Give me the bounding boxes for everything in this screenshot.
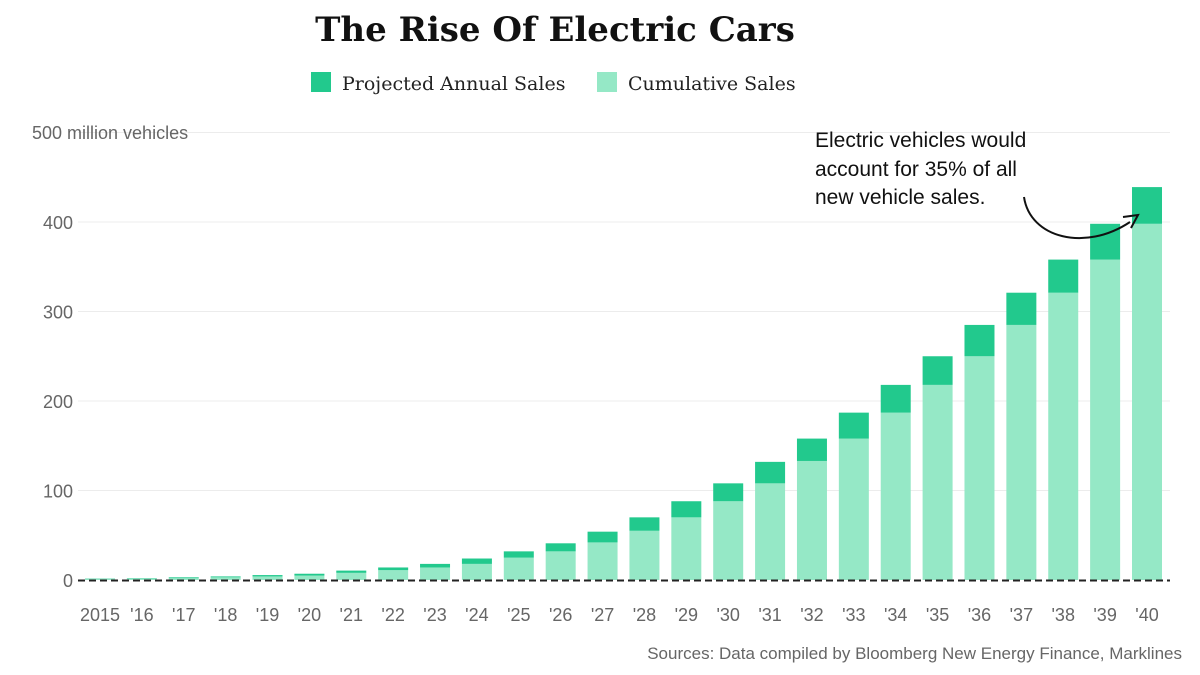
x-tick-label: '30 [716, 605, 739, 625]
x-tick-label: '16 [130, 605, 153, 625]
x-tick-label: '20 [298, 605, 321, 625]
bar-projected-annual-sales [503, 551, 534, 558]
bar-cumulative-sales [922, 384, 953, 580]
bar-cumulative-sales [378, 570, 409, 580]
bar-projected-annual-sales [545, 543, 576, 552]
bar-cumulative-sales [1090, 259, 1121, 580]
x-tick-label: '25 [507, 605, 530, 625]
bar-cumulative-sales [503, 557, 534, 580]
y-tick-label: 400 [43, 213, 73, 233]
bar-cumulative-sales [1048, 292, 1079, 580]
bar-projected-annual-sales [1006, 292, 1037, 325]
x-tick-label: '22 [381, 605, 404, 625]
chart-title: The Rise Of Electric Cars [315, 10, 795, 50]
bar-cumulative-sales [420, 567, 451, 580]
x-tick-label: '39 [1093, 605, 1116, 625]
bar-projected-annual-sales [1048, 259, 1079, 293]
y-tick-label: 100 [43, 482, 73, 502]
bar-cumulative-sales [294, 575, 325, 580]
x-tick-label: '31 [758, 605, 781, 625]
x-tick-label: '24 [465, 605, 488, 625]
x-tick-label: '17 [172, 605, 195, 625]
bar-cumulative-sales [210, 577, 241, 580]
legend-swatch-cumulative-sales [597, 72, 617, 92]
bar-cumulative-sales [713, 501, 744, 580]
bar-projected-annual-sales [587, 531, 618, 543]
y-tick-label: 300 [43, 303, 73, 323]
bar-cumulative-sales [252, 576, 283, 580]
legend-label-projected-annual-sales: Projected Annual Sales [342, 73, 565, 95]
x-tick-label: '32 [800, 605, 823, 625]
y-tick-label: 0 [63, 571, 73, 591]
x-tick-label: '38 [1052, 605, 1075, 625]
bar-cumulative-sales [461, 563, 492, 580]
x-tick-label: '18 [214, 605, 237, 625]
bar-cumulative-sales [796, 460, 827, 580]
bar-projected-annual-sales [461, 558, 492, 564]
x-tick-label: '27 [591, 605, 614, 625]
bar-cumulative-sales [838, 438, 869, 580]
bar-cumulative-sales [336, 572, 367, 580]
bar-projected-annual-sales [671, 501, 702, 518]
gridlines [78, 132, 1170, 491]
y-axis-ticks: 0 100 200 300 400 [43, 213, 73, 591]
bar-cumulative-sales [880, 412, 911, 580]
bar-cumulative-sales [964, 356, 995, 580]
bar-cumulative-sales [545, 551, 576, 580]
x-tick-label: '40 [1135, 605, 1158, 625]
legend-label-cumulative-sales: Cumulative Sales [628, 73, 796, 95]
x-tick-label: 2015 [80, 605, 120, 625]
x-axis-ticks: 2015 '16 '17 '18 '19 '20 '21 '22 '23 '24 '25 '26 '27… [80, 605, 1159, 625]
x-tick-label: '19 [256, 605, 279, 625]
x-tick-label: '21 [340, 605, 363, 625]
x-tick-label: '29 [675, 605, 698, 625]
annotation-arrow [1023, 196, 1131, 240]
x-tick-label: '23 [423, 605, 446, 625]
x-tick-label: '26 [549, 605, 572, 625]
legend: Projected Annual Sales Cumulative Sales [311, 72, 796, 95]
annotation-line-1: Electric vehicles would [815, 129, 1026, 152]
bar-cumulative-sales [587, 542, 618, 580]
bar-projected-annual-sales [294, 573, 325, 576]
bar-cumulative-sales [126, 578, 157, 580]
bars [85, 187, 1162, 581]
bar-projected-annual-sales [378, 567, 409, 571]
bar-cumulative-sales [755, 483, 786, 580]
x-tick-label: '33 [842, 605, 865, 625]
annotation-arrowhead [1122, 213, 1140, 229]
bar-projected-annual-sales [420, 563, 451, 568]
x-tick-label: '28 [633, 605, 656, 625]
bar-projected-annual-sales [838, 412, 869, 439]
annotation-line-3: new vehicle sales. [815, 186, 985, 209]
x-tick-label: '37 [1010, 605, 1033, 625]
annotation: Electric vehicles would account for 35% … [815, 129, 1140, 240]
bar-projected-annual-sales [168, 577, 199, 579]
bar-projected-annual-sales [713, 483, 744, 502]
bar-cumulative-sales [629, 530, 660, 580]
x-tick-label: '35 [926, 605, 949, 625]
bar-projected-annual-sales [964, 324, 995, 357]
bar-projected-annual-sales [880, 384, 911, 413]
bar-projected-annual-sales [210, 576, 241, 578]
bar-projected-annual-sales [252, 575, 283, 577]
bar-cumulative-sales [1006, 324, 1037, 580]
y-tick-label: 200 [43, 392, 73, 412]
bar-projected-annual-sales [755, 461, 786, 484]
bar-cumulative-sales [671, 517, 702, 580]
x-tick-label: '36 [968, 605, 991, 625]
bar-cumulative-sales [168, 578, 199, 580]
annotation-line-2: account for 35% of all [815, 158, 1017, 181]
y-axis-unit-label: 500 million vehicles [32, 123, 188, 143]
bar-projected-annual-sales [922, 356, 953, 385]
bar-projected-annual-sales [796, 438, 827, 461]
bar-cumulative-sales [1132, 223, 1162, 581]
bar-projected-annual-sales [629, 517, 660, 531]
legend-swatch-projected-annual-sales [311, 72, 331, 92]
source-note: Sources: Data compiled by Bloomberg New … [647, 644, 1182, 663]
bar-projected-annual-sales [336, 570, 367, 573]
x-tick-label: '34 [884, 605, 907, 625]
